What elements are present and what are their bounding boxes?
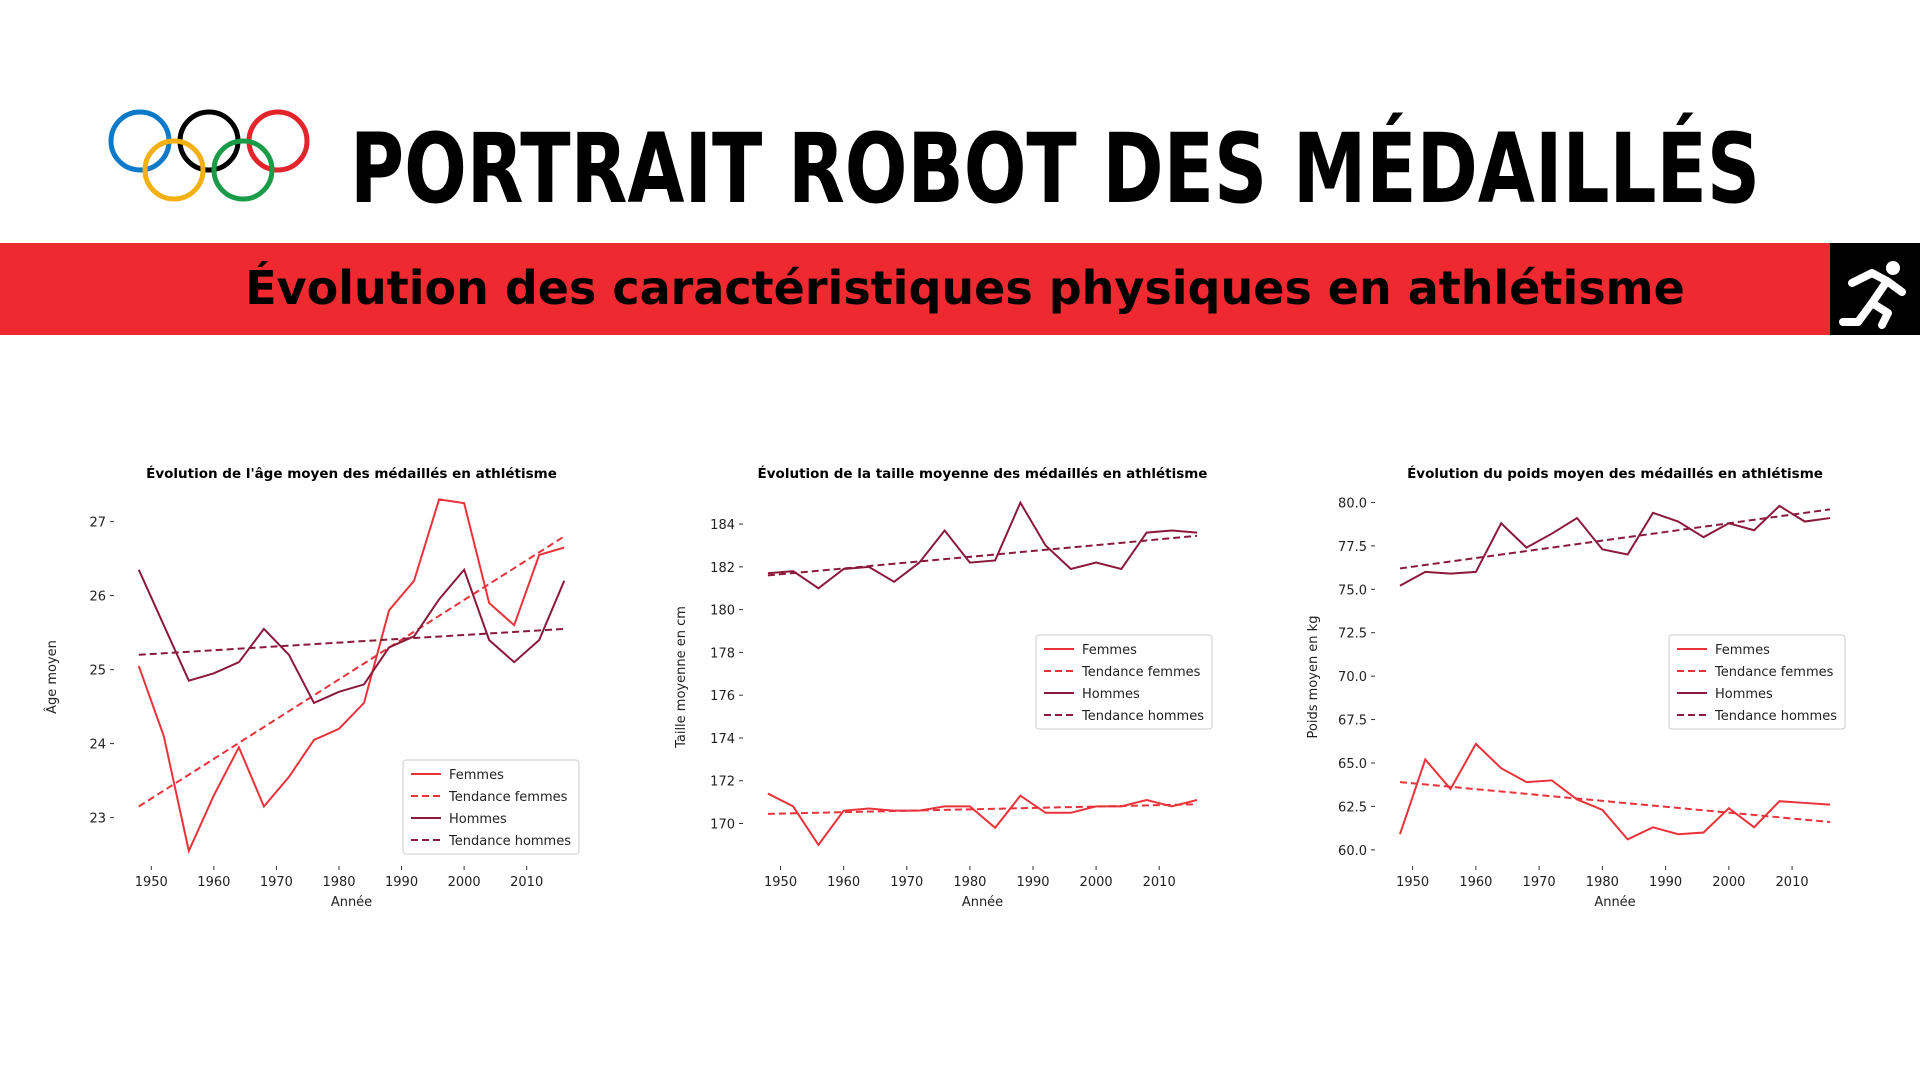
x-tick-label: 1960 xyxy=(1459,875,1492,890)
x-tick-label: 1950 xyxy=(1396,875,1429,890)
x-tick-label: 1970 xyxy=(1523,875,1556,890)
data-line xyxy=(1399,742,1831,841)
runner-icon xyxy=(1839,261,1906,329)
legend-label: Tendance femmes xyxy=(1714,665,1834,680)
x-tick-label: 1950 xyxy=(135,875,168,890)
legend-label: Femmes xyxy=(1715,643,1770,658)
subtitle: Évolution des caractéristiques physiques… xyxy=(245,261,1685,315)
legend-label: Hommes xyxy=(1082,687,1140,702)
x-tick-label: 1980 xyxy=(322,875,355,890)
legend-box xyxy=(402,759,580,855)
chart-title: Évolution de la taille moyenne des médai… xyxy=(758,465,1208,482)
trend-line xyxy=(767,803,1198,815)
y-tick-label: 182 xyxy=(710,561,735,576)
x-axis-label: Année xyxy=(1594,895,1635,910)
y-axis-label: Taille moyenne en cm xyxy=(674,606,689,749)
y-tick-label: 174 xyxy=(710,732,735,747)
x-tick-label: 1990 xyxy=(1016,875,1049,890)
y-tick-label: 27 xyxy=(89,516,106,531)
y-tick-label: 24 xyxy=(89,738,106,753)
x-tick-label: 1960 xyxy=(197,875,230,890)
x-tick-label: 1960 xyxy=(827,875,860,890)
x-axis-label: Année xyxy=(962,895,1003,910)
banner xyxy=(0,243,1830,335)
trend-line xyxy=(767,534,1198,577)
legend-label: Femmes xyxy=(449,768,504,783)
chart-title: Évolution de l'âge moyen des médaillés e… xyxy=(146,465,557,482)
x-tick-label: 1970 xyxy=(890,875,923,890)
y-tick-label: 60.0 xyxy=(1338,844,1367,859)
trend-line xyxy=(138,627,565,656)
x-tick-label: 2010 xyxy=(1776,875,1809,890)
legend-label: Tendance hommes xyxy=(1081,709,1204,724)
legend-box xyxy=(1668,634,1846,730)
legend-box xyxy=(1035,634,1213,730)
y-tick-label: 184 xyxy=(710,518,735,533)
data-line xyxy=(137,567,566,705)
data-line xyxy=(767,500,1198,590)
y-tick-label: 75.0 xyxy=(1338,583,1367,598)
x-tick-label: 2000 xyxy=(1712,875,1745,890)
y-tick-label: 176 xyxy=(710,689,735,704)
data-line xyxy=(137,498,565,855)
y-tick-label: 23 xyxy=(89,812,106,827)
chart: Évolution de la taille moyenne des médai… xyxy=(674,465,1213,910)
data-line xyxy=(767,792,1198,847)
x-tick-label: 1980 xyxy=(953,875,986,890)
legend-label: Tendance hommes xyxy=(448,834,571,849)
legend-label: Tendance femmes xyxy=(1081,665,1201,680)
x-tick-label: 1980 xyxy=(1586,875,1619,890)
trend-line xyxy=(1399,781,1831,824)
y-tick-label: 67.5 xyxy=(1338,714,1367,729)
x-tick-label: 1950 xyxy=(764,875,797,890)
y-tick-label: 72.5 xyxy=(1338,627,1367,642)
y-tick-label: 65.0 xyxy=(1338,757,1367,772)
chart-title: Évolution du poids moyen des médaillés e… xyxy=(1407,465,1823,482)
y-tick-label: 77.5 xyxy=(1338,540,1367,555)
legend-label: Tendance hommes xyxy=(1714,709,1837,724)
chart: Évolution de l'âge moyen des médaillés e… xyxy=(44,465,580,910)
x-tick-label: 1990 xyxy=(385,875,418,890)
y-axis-label: Poids moyen en kg xyxy=(1306,616,1321,739)
y-axis-label: Âge moyen xyxy=(44,640,60,714)
olympic-rings xyxy=(108,109,310,202)
y-tick-label: 70.0 xyxy=(1338,670,1367,685)
y-tick-label: 26 xyxy=(89,590,106,605)
y-tick-label: 25 xyxy=(89,664,106,679)
x-tick-label: 2010 xyxy=(510,875,543,890)
y-tick-label: 170 xyxy=(710,818,735,833)
x-tick-label: 2000 xyxy=(448,875,481,890)
x-tick-label: 1990 xyxy=(1649,875,1682,890)
y-tick-label: 62.5 xyxy=(1338,800,1367,815)
main-title: PORTRAIT ROBOT DES MÉDAILLÉS xyxy=(350,112,1760,225)
y-tick-label: 178 xyxy=(710,646,735,661)
chart: Évolution du poids moyen des médaillés e… xyxy=(1306,465,1846,910)
y-tick-label: 172 xyxy=(710,775,735,790)
y-tick-label: 180 xyxy=(710,604,735,619)
legend-label: Femmes xyxy=(1082,643,1137,658)
x-tick-label: 2000 xyxy=(1080,875,1113,890)
x-tick-label: 1970 xyxy=(260,875,293,890)
legend-label: Hommes xyxy=(449,812,507,827)
y-tick-label: 80.0 xyxy=(1338,496,1367,511)
trend-line xyxy=(1399,508,1831,570)
x-tick-label: 2010 xyxy=(1143,875,1176,890)
trend-line xyxy=(138,535,565,808)
x-axis-label: Année xyxy=(331,895,372,910)
data-line xyxy=(1399,504,1831,587)
legend-label: Hommes xyxy=(1715,687,1773,702)
legend-label: Tendance femmes xyxy=(448,790,568,805)
